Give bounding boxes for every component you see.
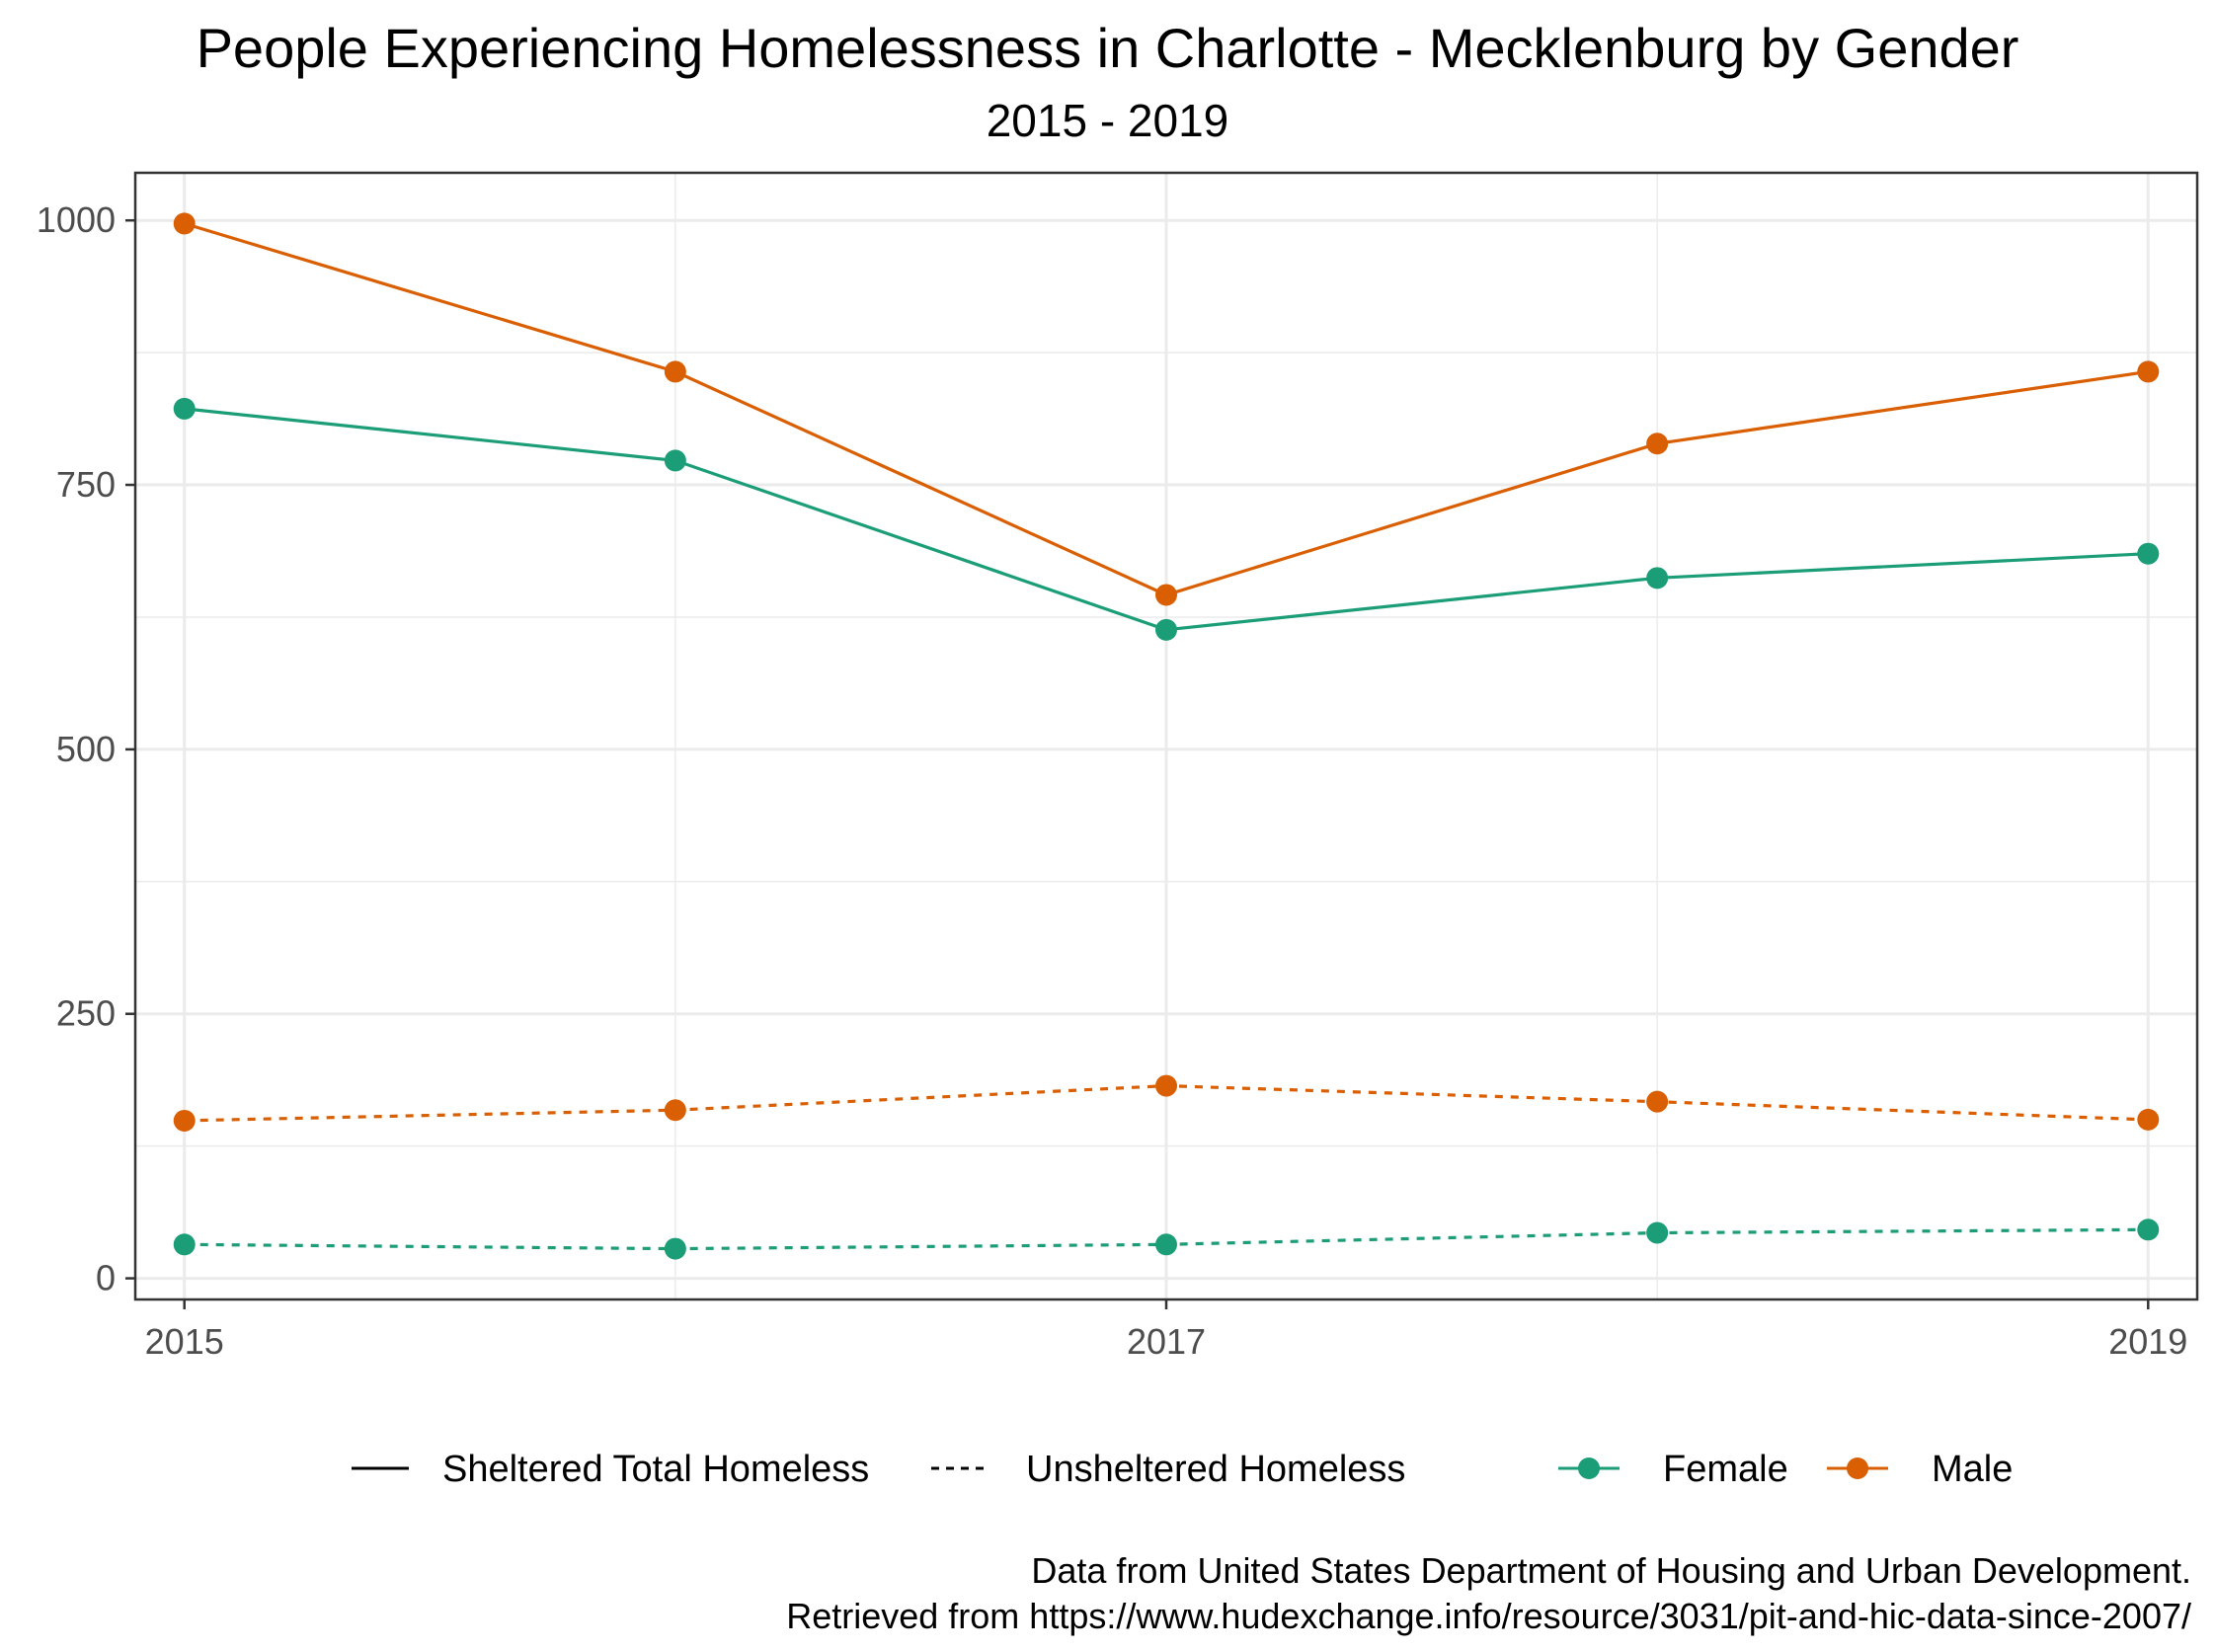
chart-subtitle: 2015 - 2019 <box>986 95 1229 146</box>
data-point-male <box>2137 1108 2160 1131</box>
caption-line-2: Retrieved from https://www.hudexchange.i… <box>786 1596 2191 1636</box>
data-point-female <box>1155 618 1177 641</box>
x-tick-label: 2017 <box>1127 1321 1206 1362</box>
data-point-female <box>2137 542 2160 565</box>
y-tick-label: 1000 <box>37 199 116 240</box>
data-point-female <box>664 1237 686 1260</box>
data-point-female <box>1155 1233 1177 1256</box>
axis-ticks: 0 250 500 750 1000 2015 2017 2019 <box>37 199 2187 1362</box>
grid-lines <box>135 173 2197 1299</box>
caption-line-1: Data from United States Department of Ho… <box>1031 1550 2191 1591</box>
data-point-male <box>2137 360 2160 383</box>
y-tick-label: 750 <box>56 464 116 505</box>
data-points <box>173 212 2160 1260</box>
legend-label-female: Female <box>1663 1449 1788 1490</box>
data-point-male <box>1646 1090 1669 1113</box>
data-point-male <box>173 212 196 235</box>
data-point-female <box>1646 567 1669 590</box>
y-tick-label: 250 <box>56 993 116 1034</box>
legend-label-unsheltered: Unsheltered Homeless <box>1026 1449 1405 1490</box>
source-caption: Data from United States Department of Ho… <box>786 1548 2191 1639</box>
x-tick-label: 2015 <box>145 1321 224 1362</box>
data-point-female <box>1646 1221 1669 1244</box>
chart-title: People Experiencing Homelessness in Char… <box>196 17 2019 79</box>
data-point-male <box>173 1109 196 1132</box>
data-point-female <box>2137 1219 2160 1241</box>
data-point-male <box>664 1099 686 1122</box>
data-point-female <box>664 449 686 472</box>
data-point-male <box>664 360 686 383</box>
data-point-female <box>173 397 196 420</box>
data-point-male <box>1155 584 1177 606</box>
data-point-male <box>1155 1074 1177 1097</box>
x-tick-label: 2019 <box>2108 1321 2187 1362</box>
data-point-male <box>1646 433 1669 455</box>
legend-label-male: Male <box>1932 1449 2013 1490</box>
data-point-female <box>173 1233 196 1256</box>
legend-key-male-point <box>1847 1457 1868 1479</box>
legend-label-sheltered: Sheltered Total Homeless <box>442 1449 869 1490</box>
y-tick-label: 500 <box>56 729 116 769</box>
y-tick-label: 0 <box>96 1258 116 1298</box>
legend-key-female-point <box>1578 1457 1600 1479</box>
legend: Sheltered Total Homeless Unsheltered Home… <box>352 1449 2013 1490</box>
